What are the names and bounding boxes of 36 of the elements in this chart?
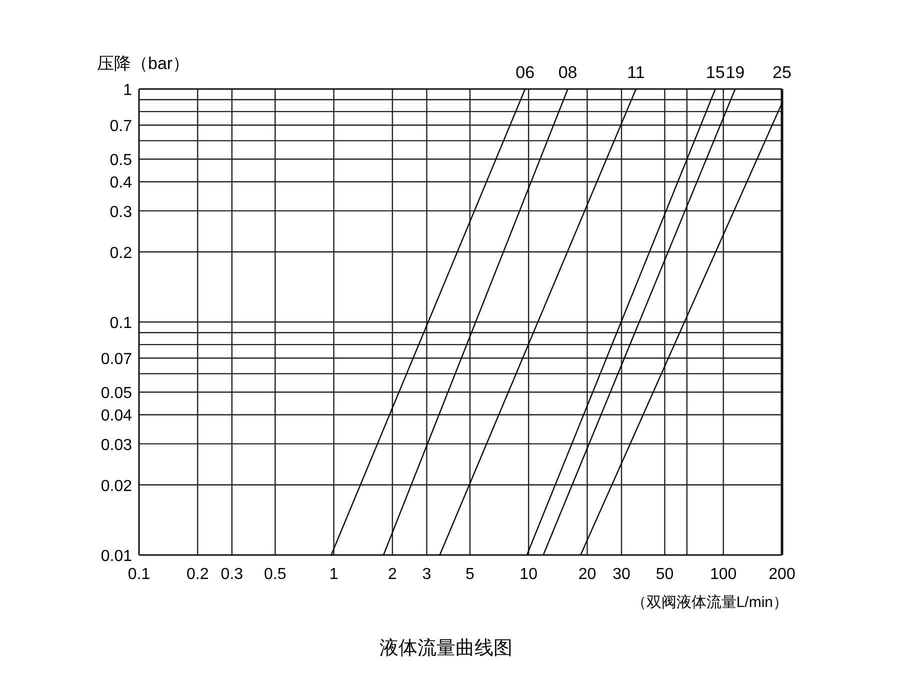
xlabel: （双阀液体流量L/min） xyxy=(631,594,788,611)
title: 液体流量曲线图 xyxy=(380,638,512,659)
y-tick-label: 0.3 xyxy=(110,204,132,221)
series-label: 06 xyxy=(516,63,535,82)
x-tick-label: 30 xyxy=(612,566,630,583)
series-label: 19 xyxy=(726,63,745,82)
y-tick-label: 0.05 xyxy=(100,385,132,402)
x-tick-label: 5 xyxy=(465,566,474,583)
series-label: 15 xyxy=(706,63,725,82)
y-tick-label: 0.1 xyxy=(110,315,132,332)
ylabel: 压降（bar） xyxy=(97,54,190,73)
x-tick-label: 200 xyxy=(768,566,796,583)
y-tick-label: 0.5 xyxy=(110,152,132,170)
y-tick-label: 0.03 xyxy=(100,436,132,454)
x-tick-label: 0.3 xyxy=(220,566,244,583)
x-tick-label: 20 xyxy=(578,566,596,583)
x-tick-label: 50 xyxy=(656,566,674,583)
y-tick-label: 0.04 xyxy=(100,408,132,425)
series-label: 25 xyxy=(772,63,792,82)
series-label: 11 xyxy=(627,63,645,82)
y-tick-label: 0.02 xyxy=(100,478,132,495)
y-tick-label: 0.2 xyxy=(110,244,132,262)
x-tick-label: 0.1 xyxy=(128,566,150,583)
y-tick-label: 0.4 xyxy=(110,174,132,192)
x-tick-label: 0.2 xyxy=(186,566,209,583)
x-tick-label: 0.5 xyxy=(264,566,286,583)
x-tick-label: 2 xyxy=(388,566,397,583)
y-tick-label: 0.01 xyxy=(100,548,132,565)
x-tick-label: 1 xyxy=(329,566,338,583)
series-label: 08 xyxy=(558,63,578,82)
x-tick-label: 10 xyxy=(520,566,538,583)
y-tick-label: 0.07 xyxy=(100,351,132,368)
y-tick-label: 0.7 xyxy=(110,118,132,136)
x-tick-label: 3 xyxy=(422,566,432,583)
x-tick-label: 100 xyxy=(710,566,737,583)
y-tick-label: 1 xyxy=(123,82,132,99)
